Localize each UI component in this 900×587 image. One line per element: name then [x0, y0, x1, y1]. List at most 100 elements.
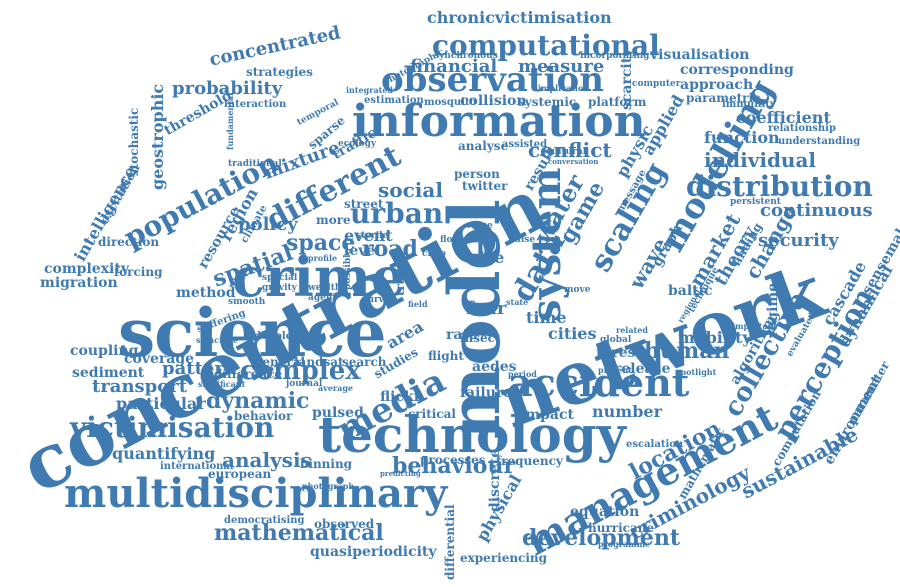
word-experiencing: experiencing — [460, 551, 548, 565]
word-complexity: complexity — [44, 261, 129, 277]
word-period: period — [508, 369, 537, 379]
word-geostrophic: geostrophic — [148, 83, 167, 190]
word-landsat: landsat — [294, 355, 344, 369]
word-incorporating: incorporating — [580, 51, 650, 61]
word-analysis: analysis — [222, 448, 312, 472]
word-double: double — [254, 331, 293, 342]
word-predicting: predicting — [380, 469, 421, 478]
word-equation: equation — [570, 504, 640, 520]
word-mobility: mobility — [678, 328, 752, 347]
word-traditional: traditional — [228, 159, 282, 169]
word-computer: computer — [632, 79, 681, 89]
word-complex: complex — [240, 356, 361, 386]
word-event: event — [344, 226, 393, 245]
word-accident: accident — [508, 360, 690, 405]
word-integrated: integrated — [346, 85, 394, 95]
word-immunity: immunity — [722, 99, 776, 110]
word-flow: flow — [440, 235, 461, 245]
word-multidisciplinary: multidisciplinary — [64, 470, 448, 517]
word-chao: chao — [422, 249, 446, 259]
word-related: related — [616, 325, 648, 335]
word-implication: implication — [538, 83, 590, 93]
word-science: science — [118, 294, 387, 372]
word-transport: transport — [92, 376, 188, 397]
word-particular: particular — [116, 394, 206, 413]
word-gravity: gravity — [262, 283, 297, 293]
word-systemic: systemic — [518, 95, 577, 109]
word-curve: curve — [362, 295, 390, 305]
word-chronicvictimisation: chronicvictimisation — [427, 8, 612, 27]
word-victimisation: victimisation — [70, 411, 275, 444]
word-crime: crime — [232, 245, 406, 309]
word-number: number — [592, 402, 662, 421]
word-forcing: forcing — [114, 265, 163, 279]
word-quantifying: quantifying — [112, 444, 216, 463]
word-forest: forest — [596, 345, 642, 361]
word-continuous: continuous — [760, 200, 873, 221]
word-flight: flight — [428, 349, 464, 363]
word-parameter: parameter — [845, 358, 893, 427]
word-twitter: twitter — [462, 179, 508, 193]
word-ecology: ecology — [338, 139, 377, 149]
word-smooth: smooth — [228, 297, 266, 307]
word-method: method — [176, 285, 236, 301]
word-observed: observed — [314, 517, 375, 531]
word-significant: significant — [198, 379, 246, 389]
word-behaviour: behaviour — [392, 453, 516, 479]
word-concentrated: concentrated — [207, 22, 343, 71]
word-development: development — [522, 525, 681, 551]
word-interaction: interaction — [224, 99, 287, 110]
word-differential: differential — [443, 504, 457, 580]
word-street: street — [344, 197, 384, 211]
word-critical: critical — [408, 407, 456, 421]
word-urban: urban — [350, 197, 444, 230]
word-average: average — [318, 383, 354, 393]
word-pulse: pulse — [508, 235, 536, 245]
word-quasiperiodicity: quasiperiodicity — [310, 544, 437, 560]
word-programme: programme — [598, 539, 651, 549]
word-policy: policy — [238, 214, 298, 235]
word-road: road — [362, 236, 418, 262]
word-behavior: behavior — [234, 409, 293, 423]
word-synchronous: synchronous — [434, 51, 498, 61]
word-measure: measure — [518, 56, 605, 77]
word-distribution: distribution — [686, 170, 873, 203]
word-processes: processes — [420, 453, 486, 467]
word-difference: difference — [214, 367, 283, 381]
word-more: more — [316, 213, 351, 227]
word-parametric: parametric — [686, 91, 761, 105]
word-aedes: aedes — [472, 359, 517, 375]
word-individual: individual — [704, 148, 817, 172]
word-security: security — [758, 230, 839, 251]
word-present: present — [598, 365, 633, 375]
word-conversation: conversation — [548, 157, 599, 166]
word-information: information — [352, 96, 646, 147]
word-coefficient: coefficient — [736, 108, 831, 127]
word-analyse: analyse — [458, 139, 509, 153]
word-relationship: relationship — [768, 123, 836, 134]
word-move: move — [564, 285, 591, 295]
word-pulsed: pulsed — [312, 405, 364, 421]
word-cultural: cultural — [546, 147, 587, 157]
word-approach: approach — [680, 77, 754, 93]
word-escalation: escalation — [626, 439, 684, 450]
word-state: state — [506, 297, 529, 307]
word-search: search — [342, 355, 387, 369]
word-journal: journal — [286, 379, 323, 389]
word-spotlight: spotlight — [676, 367, 717, 377]
word-cities: cities — [548, 324, 597, 343]
word-collision: collision — [460, 93, 527, 109]
word-probability: probability — [172, 78, 283, 99]
word-conflict: conflict — [528, 138, 612, 162]
word-failure: failure — [460, 385, 513, 401]
word-release: release — [614, 361, 671, 377]
word-profile: profile — [308, 253, 338, 263]
word-fundamental: fundamental — [225, 92, 235, 150]
word-financial: financial — [410, 56, 498, 77]
word-hurricane: hurricane — [588, 521, 655, 535]
word-level: level — [344, 243, 381, 259]
word-democratising: democratising — [224, 515, 305, 526]
word-social: social — [378, 178, 443, 202]
word-person: person — [454, 167, 500, 181]
word-european: european — [208, 467, 272, 481]
